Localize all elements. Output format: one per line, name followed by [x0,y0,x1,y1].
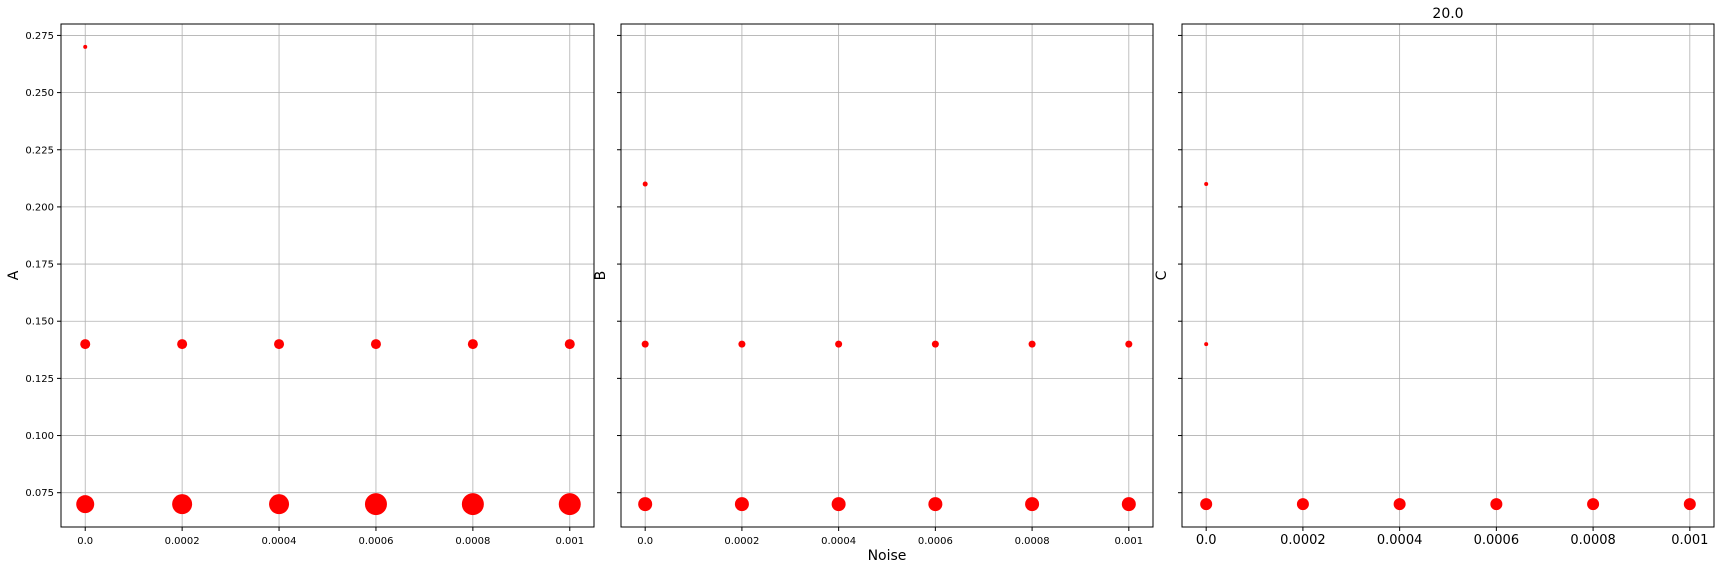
scatter-point [1121,497,1136,512]
scatter-point [734,497,749,512]
y-tick-label: 0.250 [25,88,54,99]
x-tick-label: 0.0006 [918,536,953,547]
y-tick-label: 0.100 [25,431,54,442]
scatter-point [642,181,648,187]
scatter-point [274,339,285,350]
scatter-point [461,493,484,516]
scatter-point [931,340,939,348]
scatter-point [1204,182,1209,187]
scatter-point [738,340,746,348]
scatter-point [76,495,95,514]
y-tick-label: 0.225 [25,145,54,156]
chart-panel-a: 0.0 0.0002 0.0004 0.0006 0.0008 0.001 0.075 0.1… [6,23,595,547]
x-axis-label: Noise [868,548,907,564]
x-tick-label: 0.0002 [724,536,759,547]
x-tick-label: 0.0008 [1015,536,1050,547]
axes-frame [1181,23,1715,528]
y-tick-label: 0.200 [25,202,54,213]
x-tick-label: 0.0006 [358,536,393,547]
scatter-point [1025,497,1040,512]
scatter-point [80,339,91,350]
y-axis-label: A [6,270,22,280]
x-tick-label: 0.0002 [165,536,200,547]
x-tick-label: 0.0008 [455,536,490,547]
y-tick-label: 0.125 [25,374,54,385]
y-tick-label: 0.275 [25,31,54,42]
scatter-point [269,494,290,515]
scatter-point [1683,498,1696,511]
chart-panel-c: 0.0 0.0002 0.0004 0.0006 0.0008 0.001 C 20.0 [1154,6,1715,548]
x-tick-label: 0.0008 [1570,533,1616,548]
scatter-point [641,340,649,348]
y-tick-label: 0.175 [25,260,54,271]
scatter-point [835,340,843,348]
scatter-point [1204,342,1209,347]
x-tick-label: 0.0002 [1280,533,1326,548]
scatter-point [831,497,846,512]
x-tick-label: 0.0 [637,536,653,547]
y-axis-label: C [1154,270,1170,280]
scatter-point [1125,340,1133,348]
scatter-point [928,497,943,512]
x-tick-label: 0.0004 [1377,533,1423,548]
scatter-point [638,497,653,512]
scatter-point [558,493,581,516]
chart-title: 20.0 [1432,6,1463,22]
x-tick-label: 0.0004 [821,536,856,547]
scatter-point [177,339,188,350]
y-axis-label: B [593,271,609,281]
scatter-point [1028,340,1036,348]
scatter-point [370,339,381,350]
scatter-point [1393,498,1406,511]
scatter-point [1296,498,1309,511]
x-tick-label: 0.001 [1671,533,1708,548]
y-tick-label: 0.075 [25,488,54,499]
x-tick-label: 0.001 [555,536,584,547]
y-tick-label: 0.150 [25,317,54,328]
x-tick-label: 0.0006 [1474,533,1520,548]
chart-panel-b: 0.0 0.0002 0.0004 0.0006 0.0008 0.001 B Noise [593,23,1154,564]
scatter-point [1490,498,1503,511]
axes-frame [620,23,1154,528]
scatter-point [564,339,575,350]
x-tick-label: 0.0 [77,536,93,547]
x-tick-label: 0.001 [1114,536,1143,547]
scatter-point [364,493,387,516]
x-tick-label: 0.0 [1196,533,1217,548]
scatter-point [467,339,478,350]
scatter-point [1587,498,1600,511]
scatter-point [1200,498,1213,511]
axes-frame [60,23,595,528]
scatter-point [172,494,193,515]
x-tick-label: 0.0004 [262,536,297,547]
scatter-point [83,44,88,49]
